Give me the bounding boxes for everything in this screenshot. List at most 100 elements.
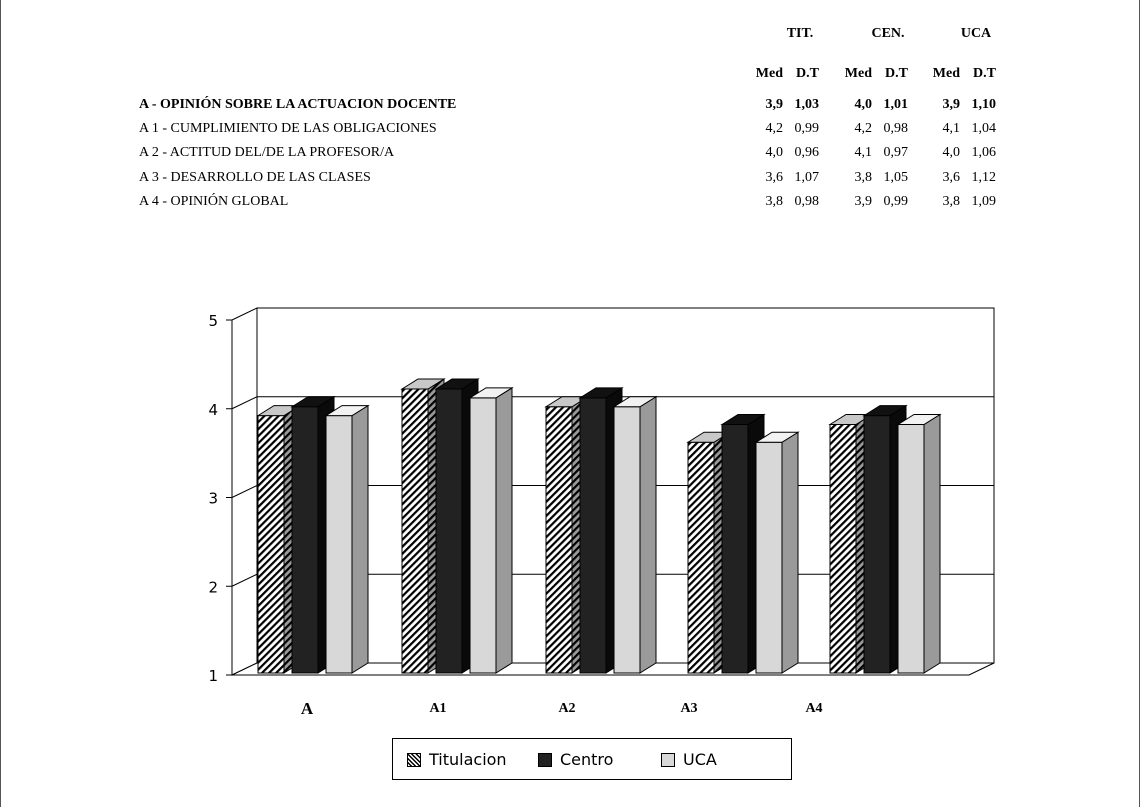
table-cell: 0,98	[794, 194, 820, 209]
table-cell: 3,8	[854, 170, 873, 185]
table-cell: 0,98	[883, 121, 909, 136]
table-cell: 1,04	[971, 121, 997, 136]
x-tick-label-a2: A2	[558, 701, 575, 716]
bar-a1-uca	[469, 397, 497, 674]
table-cell: 3,6	[942, 170, 961, 185]
table-cell: 4,0	[765, 145, 784, 160]
subheader-med: Med	[755, 66, 783, 81]
x-tick-label-a4: A4	[805, 701, 822, 716]
y-tick-label: 3	[208, 490, 218, 508]
table-cell: 3,8	[765, 194, 784, 209]
table-cell: 3,8	[942, 194, 961, 209]
gridline-side	[231, 573, 258, 587]
bar-a1-titulacion-top	[400, 378, 446, 390]
table-cell: 3,9	[854, 194, 873, 209]
table-cell: 3,9	[765, 97, 784, 112]
table-cell: 1,09	[971, 194, 997, 209]
header-uca: UCA	[960, 26, 992, 41]
subheader-dt: D.T	[796, 66, 819, 81]
y-tick-label: 2	[208, 578, 218, 596]
table-cell: 0,97	[883, 145, 909, 160]
table-cell: 3,6	[765, 170, 784, 185]
bar-a3-centro-top	[720, 414, 766, 425]
bar-a4-uca	[897, 424, 925, 674]
x-tick-label-a1: A1	[429, 701, 446, 716]
bar-a4-uca-top	[896, 414, 942, 425]
bar-a3-centro	[721, 424, 749, 674]
row-label: A 2 - ACTITUD DEL/DE LA PROFESOR/A	[139, 145, 395, 160]
header-cen: CEN.	[871, 26, 905, 41]
gridline-side	[231, 396, 258, 410]
subheader-dt: D.T	[973, 66, 996, 81]
bar-a4-centro-top	[862, 405, 908, 417]
y-tick-label: 4	[208, 401, 218, 419]
bar-a4-centro	[863, 415, 891, 674]
bar-a2-uca-top	[612, 396, 658, 408]
bar-a1-centro-top	[434, 378, 480, 390]
table-cell: 4,2	[765, 121, 784, 136]
legend-label-uca: UCA	[683, 750, 717, 769]
bar-a3-uca-side	[781, 431, 799, 674]
bar-a2-titulacion	[545, 406, 573, 674]
table-cell: 4,2	[854, 121, 873, 136]
x-tick-label-a: A	[301, 699, 314, 718]
x-tick-label-a3: A3	[680, 701, 697, 716]
table-cell: 1,10	[971, 97, 997, 112]
table-cell: 0,96	[794, 145, 820, 160]
legend-swatch-titulacion	[407, 752, 421, 767]
bar-a-centro	[291, 406, 319, 674]
table-cell: 0,99	[883, 194, 909, 209]
bar-a3-uca	[755, 441, 783, 674]
bar-a1-titulacion	[401, 388, 429, 674]
bar-a-uca	[325, 415, 353, 674]
legend-swatch-centro	[538, 752, 552, 767]
table-cell: 4,1	[942, 121, 961, 136]
bar-a1-centro	[435, 388, 463, 674]
row-label: A 4 - OPINIÓN GLOBAL	[139, 194, 289, 209]
legend-item-titulacion: Titulacion	[407, 750, 507, 769]
y-tick-label: 1	[208, 667, 218, 685]
bar-a-uca-side	[351, 404, 369, 674]
table-cell: 1,06	[971, 145, 997, 160]
bar-a3-uca-top	[754, 431, 800, 443]
row-label: A - OPINIÓN SOBRE LA ACTUACION DOCENTE	[139, 97, 457, 112]
bar-a1-uca-side	[495, 386, 513, 674]
bar-a-uca-top	[324, 405, 370, 417]
subheader-dt: D.T	[885, 66, 908, 81]
chart-legend: Titulacion Centro UCA	[392, 738, 792, 780]
legend-swatch-uca	[661, 752, 675, 767]
bar-a1-uca-top	[468, 387, 514, 399]
table-cell: 1,03	[794, 97, 820, 112]
table-cell: 4,1	[854, 145, 873, 160]
table-cell: 4,0	[854, 97, 873, 112]
table-cell: 3,9	[942, 97, 961, 112]
bar-a-centro-top	[290, 396, 336, 408]
row-label: A 1 - CUMPLIMIENTO DE LAS OBLIGACIONES	[139, 121, 437, 136]
table-cell: 1,01	[883, 97, 909, 112]
y-tick-label: 5	[208, 312, 218, 330]
subheader-med: Med	[932, 66, 960, 81]
legend-item-uca: UCA	[661, 750, 717, 769]
bar-a4-uca-side	[923, 413, 941, 674]
subheader-med: Med	[844, 66, 872, 81]
bar-a2-centro-top	[578, 387, 624, 399]
bar-a2-uca	[613, 406, 641, 674]
legend-label-centro: Centro	[560, 750, 614, 769]
gridline-side	[231, 485, 258, 498]
bar-a2-uca-side	[639, 395, 657, 674]
bar-a3-titulacion	[687, 441, 715, 674]
legend-item-centro: Centro	[538, 750, 613, 769]
bar-a2-centro	[579, 397, 607, 674]
bar-a4-titulacion	[829, 424, 857, 674]
legend-label-titulacion: Titulacion	[429, 750, 507, 769]
table-cell: 4,0	[942, 145, 961, 160]
table-cell: 1,07	[794, 170, 820, 185]
row-label: A 3 - DESARROLLO DE LAS CLASES	[139, 170, 371, 185]
table-cell: 1,05	[883, 170, 909, 185]
table-cell: 0,99	[794, 121, 820, 136]
bar-a-titulacion	[257, 415, 285, 674]
header-tit: TIT.	[786, 26, 814, 41]
table-cell: 1,12	[971, 170, 997, 185]
